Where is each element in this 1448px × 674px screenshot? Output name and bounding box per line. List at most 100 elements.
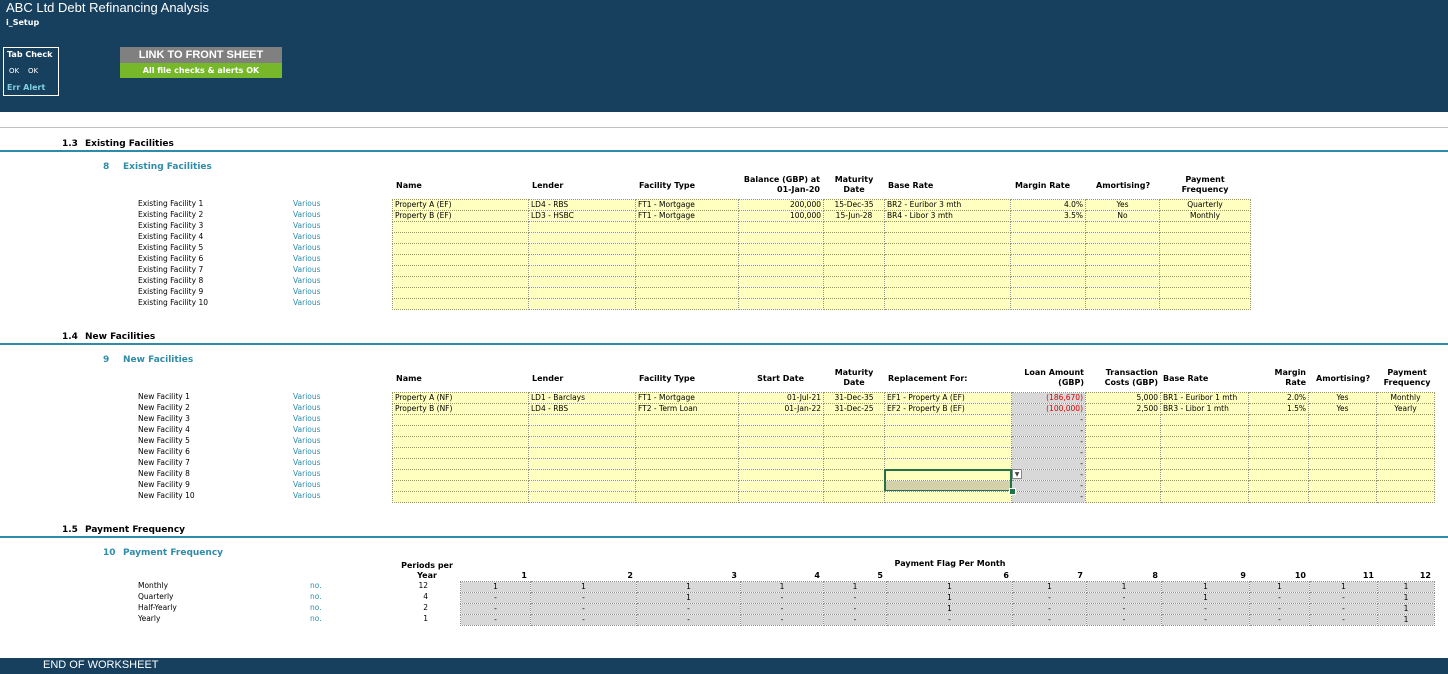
input-cell[interactable]: 31-Dec-35 bbox=[823, 392, 885, 404]
input-cell[interactable] bbox=[392, 287, 529, 299]
input-cell[interactable] bbox=[823, 491, 885, 503]
input-cell[interactable] bbox=[1159, 276, 1251, 288]
selected-cell[interactable] bbox=[884, 469, 1012, 491]
input-cell[interactable]: 2,500 bbox=[1085, 403, 1161, 415]
input-cell[interactable] bbox=[392, 425, 529, 437]
input-cell[interactable] bbox=[823, 447, 885, 459]
input-cell[interactable] bbox=[884, 447, 1012, 459]
input-cell[interactable] bbox=[1160, 458, 1249, 470]
input-cell[interactable] bbox=[1159, 232, 1251, 244]
input-cell[interactable] bbox=[635, 491, 739, 503]
input-cell[interactable] bbox=[392, 254, 529, 266]
input-cell[interactable] bbox=[884, 265, 1011, 277]
input-cell[interactable] bbox=[635, 425, 739, 437]
input-cell[interactable]: Yes bbox=[1085, 199, 1160, 211]
input-cell[interactable] bbox=[1085, 232, 1160, 244]
input-cell[interactable] bbox=[738, 458, 824, 470]
input-cell[interactable] bbox=[1376, 414, 1435, 426]
input-cell[interactable]: 100,000 bbox=[738, 210, 824, 222]
input-cell[interactable]: No bbox=[1085, 210, 1160, 222]
input-cell[interactable] bbox=[635, 265, 739, 277]
input-cell[interactable] bbox=[528, 276, 636, 288]
input-cell[interactable] bbox=[1085, 243, 1160, 255]
input-cell[interactable] bbox=[1160, 414, 1249, 426]
input-cell[interactable]: BR2 - Euribor 3 mth bbox=[884, 199, 1011, 211]
input-cell[interactable] bbox=[738, 436, 824, 448]
input-cell[interactable] bbox=[884, 254, 1011, 266]
input-cell[interactable] bbox=[1308, 436, 1377, 448]
input-cell[interactable] bbox=[1010, 232, 1086, 244]
input-cell[interactable] bbox=[392, 414, 529, 426]
input-cell[interactable] bbox=[1159, 298, 1251, 310]
input-cell[interactable] bbox=[1085, 298, 1160, 310]
input-cell[interactable]: 1.5% bbox=[1248, 403, 1309, 415]
input-cell[interactable] bbox=[1248, 414, 1309, 426]
input-cell[interactable]: Yearly bbox=[1376, 403, 1435, 415]
input-cell[interactable] bbox=[1085, 436, 1161, 448]
input-cell[interactable] bbox=[1085, 491, 1161, 503]
input-cell[interactable]: FT1 - Mortgage bbox=[635, 392, 739, 404]
input-cell[interactable]: BR1 - Euribor 1 mth bbox=[1160, 392, 1249, 404]
input-cell[interactable]: 15-Dec-35 bbox=[823, 199, 885, 211]
input-cell[interactable] bbox=[738, 298, 824, 310]
input-cell[interactable] bbox=[528, 232, 636, 244]
input-cell[interactable] bbox=[635, 243, 739, 255]
input-cell[interactable]: 01-Jan-22 bbox=[738, 403, 824, 415]
input-cell[interactable] bbox=[738, 254, 824, 266]
input-cell[interactable] bbox=[738, 480, 824, 492]
input-cell[interactable]: FT1 - Mortgage bbox=[635, 210, 739, 222]
input-cell[interactable]: Yes bbox=[1308, 392, 1377, 404]
input-cell[interactable] bbox=[635, 414, 739, 426]
input-cell[interactable] bbox=[823, 254, 885, 266]
input-cell[interactable] bbox=[392, 265, 529, 277]
input-cell[interactable] bbox=[1308, 447, 1377, 459]
input-cell[interactable] bbox=[1248, 480, 1309, 492]
input-cell[interactable] bbox=[528, 469, 636, 481]
input-cell[interactable] bbox=[392, 298, 529, 310]
input-cell[interactable] bbox=[1308, 414, 1377, 426]
input-cell[interactable]: 2.0% bbox=[1248, 392, 1309, 404]
input-cell[interactable] bbox=[738, 425, 824, 437]
input-cell[interactable]: Monthly bbox=[1159, 210, 1251, 222]
input-cell[interactable]: LD4 - RBS bbox=[528, 403, 636, 415]
input-cell[interactable]: Monthly bbox=[1376, 392, 1435, 404]
input-cell[interactable] bbox=[1010, 254, 1086, 266]
input-cell[interactable]: Yes bbox=[1308, 403, 1377, 415]
input-cell[interactable]: 3.5% bbox=[1010, 210, 1086, 222]
input-cell[interactable] bbox=[528, 243, 636, 255]
input-cell[interactable] bbox=[635, 447, 739, 459]
input-cell[interactable] bbox=[884, 491, 1012, 503]
input-cell[interactable] bbox=[1376, 458, 1435, 470]
input-cell[interactable] bbox=[1308, 458, 1377, 470]
input-cell[interactable] bbox=[1160, 425, 1249, 437]
input-cell[interactable] bbox=[823, 469, 885, 481]
input-cell[interactable] bbox=[1085, 458, 1161, 470]
input-cell[interactable] bbox=[823, 425, 885, 437]
input-cell[interactable] bbox=[738, 232, 824, 244]
input-cell[interactable]: BR4 - Libor 3 mth bbox=[884, 210, 1011, 222]
input-cell[interactable] bbox=[1085, 447, 1161, 459]
input-cell[interactable] bbox=[392, 436, 529, 448]
input-cell[interactable] bbox=[738, 469, 824, 481]
input-cell[interactable] bbox=[884, 458, 1012, 470]
input-cell[interactable] bbox=[528, 480, 636, 492]
input-cell[interactable] bbox=[1160, 436, 1249, 448]
input-cell[interactable] bbox=[1248, 425, 1309, 437]
dropdown-arrow-icon[interactable]: ▼ bbox=[1012, 469, 1022, 479]
input-cell[interactable] bbox=[884, 221, 1011, 233]
input-cell[interactable] bbox=[392, 458, 529, 470]
input-cell[interactable] bbox=[392, 480, 529, 492]
input-cell[interactable] bbox=[823, 232, 885, 244]
input-cell[interactable] bbox=[1308, 425, 1377, 437]
input-cell[interactable] bbox=[823, 458, 885, 470]
input-cell[interactable] bbox=[392, 243, 529, 255]
input-cell[interactable] bbox=[1159, 254, 1251, 266]
input-cell[interactable] bbox=[528, 287, 636, 299]
input-cell[interactable] bbox=[528, 491, 636, 503]
input-cell[interactable] bbox=[635, 232, 739, 244]
input-cell[interactable] bbox=[1308, 469, 1377, 481]
input-cell[interactable]: Property A (EF) bbox=[392, 199, 529, 211]
input-cell[interactable] bbox=[884, 436, 1012, 448]
input-cell[interactable] bbox=[1160, 469, 1249, 481]
input-cell[interactable] bbox=[392, 232, 529, 244]
